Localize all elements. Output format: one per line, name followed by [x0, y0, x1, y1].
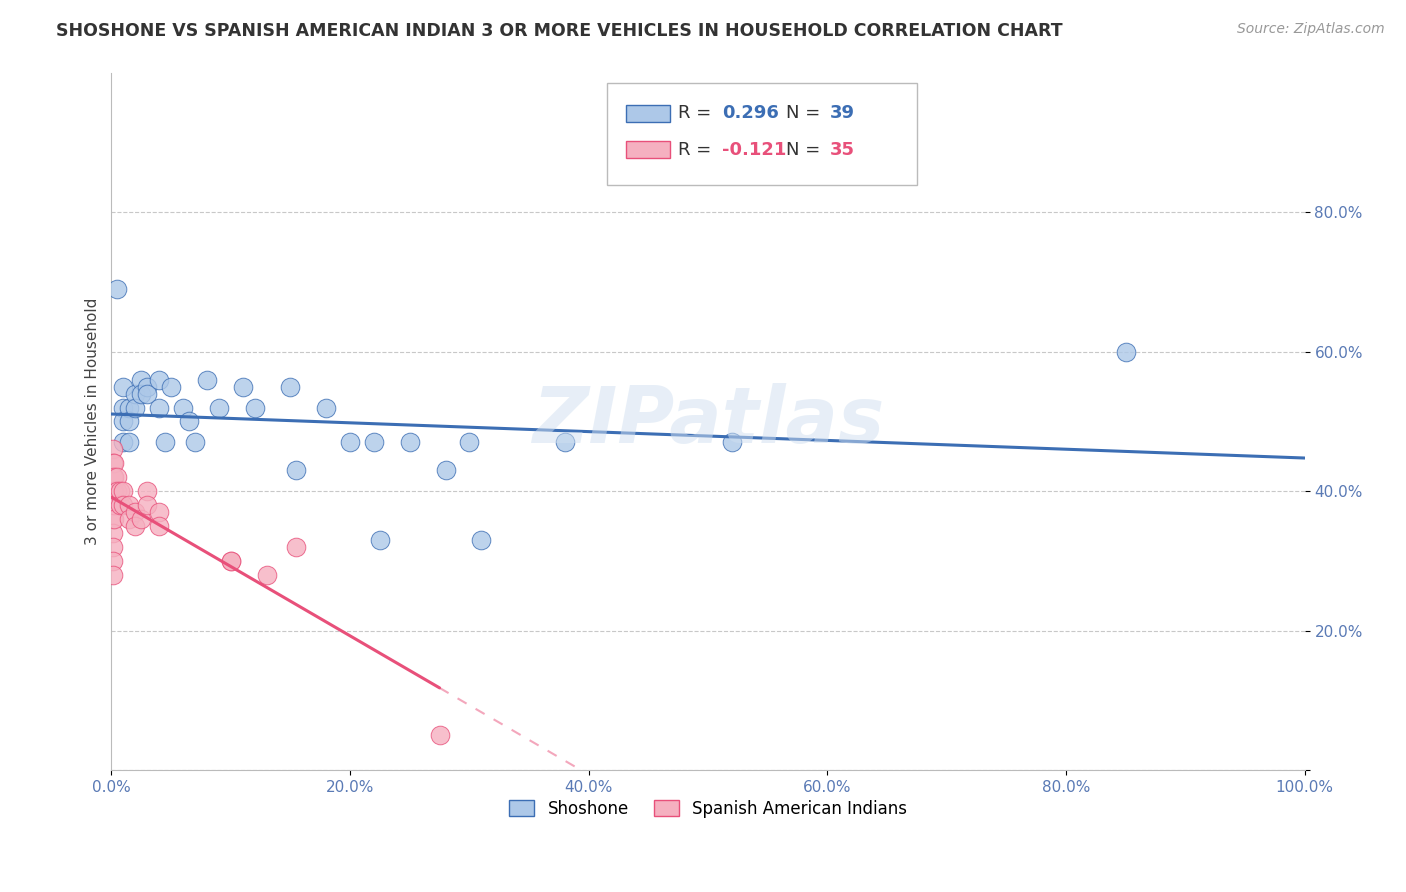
Point — [101, 540, 124, 554]
Point — [103, 456, 125, 470]
Point — [103, 484, 125, 499]
Point — [398, 435, 420, 450]
Point — [136, 386, 159, 401]
Point — [148, 505, 170, 519]
Point — [103, 498, 125, 512]
Point — [458, 435, 481, 450]
FancyBboxPatch shape — [626, 141, 671, 158]
Point — [112, 379, 135, 393]
Text: ZIPatlas: ZIPatlas — [531, 384, 884, 459]
Legend: Shoshone, Spanish American Indians: Shoshone, Spanish American Indians — [502, 793, 914, 824]
Point — [363, 435, 385, 450]
Point — [112, 415, 135, 429]
Point — [124, 505, 146, 519]
Point — [721, 435, 744, 450]
Point — [429, 728, 451, 742]
Point — [219, 554, 242, 568]
Point — [118, 415, 141, 429]
Point — [148, 519, 170, 533]
Point — [195, 373, 218, 387]
Point — [124, 386, 146, 401]
Point — [208, 401, 231, 415]
Point — [136, 498, 159, 512]
Point — [101, 484, 124, 499]
FancyBboxPatch shape — [626, 105, 671, 122]
Point — [148, 401, 170, 415]
Text: 0.296: 0.296 — [723, 104, 779, 122]
Point — [129, 373, 152, 387]
Point — [148, 373, 170, 387]
Text: Source: ZipAtlas.com: Source: ZipAtlas.com — [1237, 22, 1385, 37]
Point — [101, 470, 124, 484]
Point — [256, 567, 278, 582]
Point — [112, 498, 135, 512]
Point — [177, 415, 200, 429]
Text: SHOSHONE VS SPANISH AMERICAN INDIAN 3 OR MORE VEHICLES IN HOUSEHOLD CORRELATION : SHOSHONE VS SPANISH AMERICAN INDIAN 3 OR… — [56, 22, 1063, 40]
Point — [101, 442, 124, 457]
Text: R =: R = — [678, 141, 717, 159]
Point — [136, 379, 159, 393]
Point — [105, 282, 128, 296]
Point — [103, 470, 125, 484]
Point — [108, 484, 131, 499]
Point — [160, 379, 183, 393]
Point — [153, 435, 176, 450]
Point — [101, 498, 124, 512]
Y-axis label: 3 or more Vehicles in Household: 3 or more Vehicles in Household — [86, 298, 100, 545]
Point — [339, 435, 361, 450]
Point — [112, 401, 135, 415]
Text: R =: R = — [678, 104, 717, 122]
Point — [124, 401, 146, 415]
Point — [108, 498, 131, 512]
Point — [103, 512, 125, 526]
FancyBboxPatch shape — [606, 84, 917, 185]
Text: N =: N = — [786, 141, 825, 159]
Point — [232, 379, 254, 393]
Point — [368, 533, 391, 547]
Point — [105, 470, 128, 484]
Point — [280, 379, 302, 393]
Point — [118, 401, 141, 415]
Text: 35: 35 — [830, 141, 855, 159]
Point — [101, 456, 124, 470]
Point — [219, 554, 242, 568]
Point — [243, 401, 266, 415]
Point — [129, 386, 152, 401]
Point — [101, 567, 124, 582]
Point — [118, 435, 141, 450]
Point — [112, 435, 135, 450]
Point — [136, 484, 159, 499]
Point — [101, 512, 124, 526]
Point — [1115, 344, 1137, 359]
Point — [105, 484, 128, 499]
Point — [285, 540, 308, 554]
Point — [470, 533, 492, 547]
Point — [172, 401, 194, 415]
Point — [124, 519, 146, 533]
Point — [184, 435, 207, 450]
Point — [101, 554, 124, 568]
Point — [112, 484, 135, 499]
Point — [118, 498, 141, 512]
Point — [285, 463, 308, 477]
Point — [315, 401, 337, 415]
Text: 39: 39 — [830, 104, 855, 122]
Point — [434, 463, 457, 477]
Point — [554, 435, 576, 450]
Point — [118, 512, 141, 526]
Text: N =: N = — [786, 104, 825, 122]
Point — [129, 512, 152, 526]
Text: -0.121: -0.121 — [723, 141, 787, 159]
Point — [105, 498, 128, 512]
Point — [101, 526, 124, 541]
